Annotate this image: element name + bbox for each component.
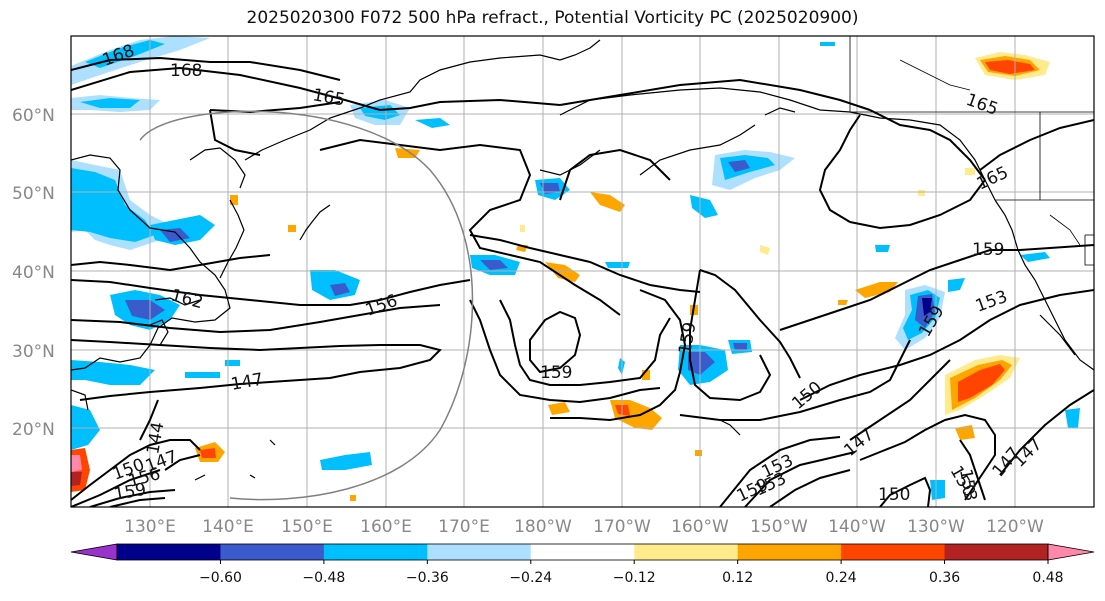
colorbar-frame bbox=[116, 543, 1049, 561]
coastlines bbox=[71, 39, 1094, 481]
lon-label: 160°W bbox=[671, 517, 729, 537]
lat-label-20n: 20°N bbox=[12, 420, 55, 440]
colorbar-tick-label: 0.12 bbox=[722, 570, 753, 586]
refractivity-contours bbox=[71, 56, 1094, 507]
colorbar-segment bbox=[220, 544, 325, 560]
lon-label: 160°E bbox=[360, 517, 412, 537]
plot-area: 168 168 165 165 165 162 156 159 159 159 … bbox=[70, 35, 1095, 508]
contour-label: 159 bbox=[540, 363, 572, 383]
lon-label: 150°W bbox=[750, 517, 808, 537]
map-title: 2025020300 F072 500 hPa refract., Potent… bbox=[246, 8, 859, 28]
colorbar-segment bbox=[944, 544, 1049, 560]
plot-frame bbox=[70, 35, 1095, 508]
lon-label: 130°E bbox=[124, 517, 176, 537]
lon-label: 140°W bbox=[828, 517, 886, 537]
colorbar-tick-label: 0.36 bbox=[929, 570, 960, 586]
lon-label: 120°W bbox=[986, 517, 1044, 537]
colorbar-tick-label: −0.36 bbox=[406, 570, 449, 586]
colorbar-tick-label: 0.48 bbox=[1032, 570, 1063, 586]
colorbar-extend-right bbox=[1047, 543, 1095, 561]
lat-label-60n: 60°N bbox=[12, 106, 55, 126]
lat-label-30n: 30°N bbox=[12, 342, 55, 362]
longitude-labels: 130°E 140°E 150°E 160°E 170°E 180°W 170°… bbox=[124, 517, 1044, 537]
lon-label: 130°W bbox=[907, 517, 965, 537]
lon-label: 150°E bbox=[281, 517, 333, 537]
colorbar-segments bbox=[117, 544, 1049, 560]
colorbar-tick-label: −0.60 bbox=[199, 570, 242, 586]
lon-label: 180°W bbox=[514, 517, 572, 537]
lon-label: 140°E bbox=[202, 517, 254, 537]
colorbar: −0.60 −0.48 −0.36 −0.24 −0.12 0.12 0.24 0.36 0.4… bbox=[70, 543, 1095, 586]
lon-label: 170°E bbox=[438, 517, 490, 537]
contour-label: 168 bbox=[170, 61, 202, 81]
contour-label: 159 bbox=[972, 240, 1004, 260]
colorbar-segment bbox=[530, 544, 635, 560]
latitude-labels: 60°N 50°N 40°N 30°N 20°N bbox=[12, 106, 55, 440]
lon-label: 170°W bbox=[593, 517, 651, 537]
colorbar-segment bbox=[323, 544, 428, 560]
contour-label: 150 bbox=[878, 485, 910, 505]
colorbar-tick-label: −0.48 bbox=[302, 570, 345, 586]
colorbar-segment bbox=[117, 544, 221, 560]
colorbar-extend-left bbox=[70, 543, 118, 561]
borders bbox=[849, 36, 1094, 266]
colorbar-segment bbox=[634, 544, 739, 560]
lat-label-50n: 50°N bbox=[12, 184, 55, 204]
pv-shading-positive bbox=[71, 52, 1050, 501]
colorbar-segment bbox=[737, 544, 842, 560]
colorbar-segment bbox=[841, 544, 946, 560]
colorbar-tick-label: −0.24 bbox=[509, 570, 552, 586]
colorbar-tick-label: −0.12 bbox=[613, 570, 656, 586]
colorbar-segment bbox=[427, 544, 532, 560]
great-circle-outline bbox=[139, 110, 474, 501]
lat-label-40n: 40°N bbox=[12, 263, 55, 283]
colorbar-ticks: −0.60 −0.48 −0.36 −0.24 −0.12 0.12 0.24 0.36 0.4… bbox=[199, 560, 1064, 586]
colorbar-tick-label: 0.24 bbox=[826, 570, 857, 586]
